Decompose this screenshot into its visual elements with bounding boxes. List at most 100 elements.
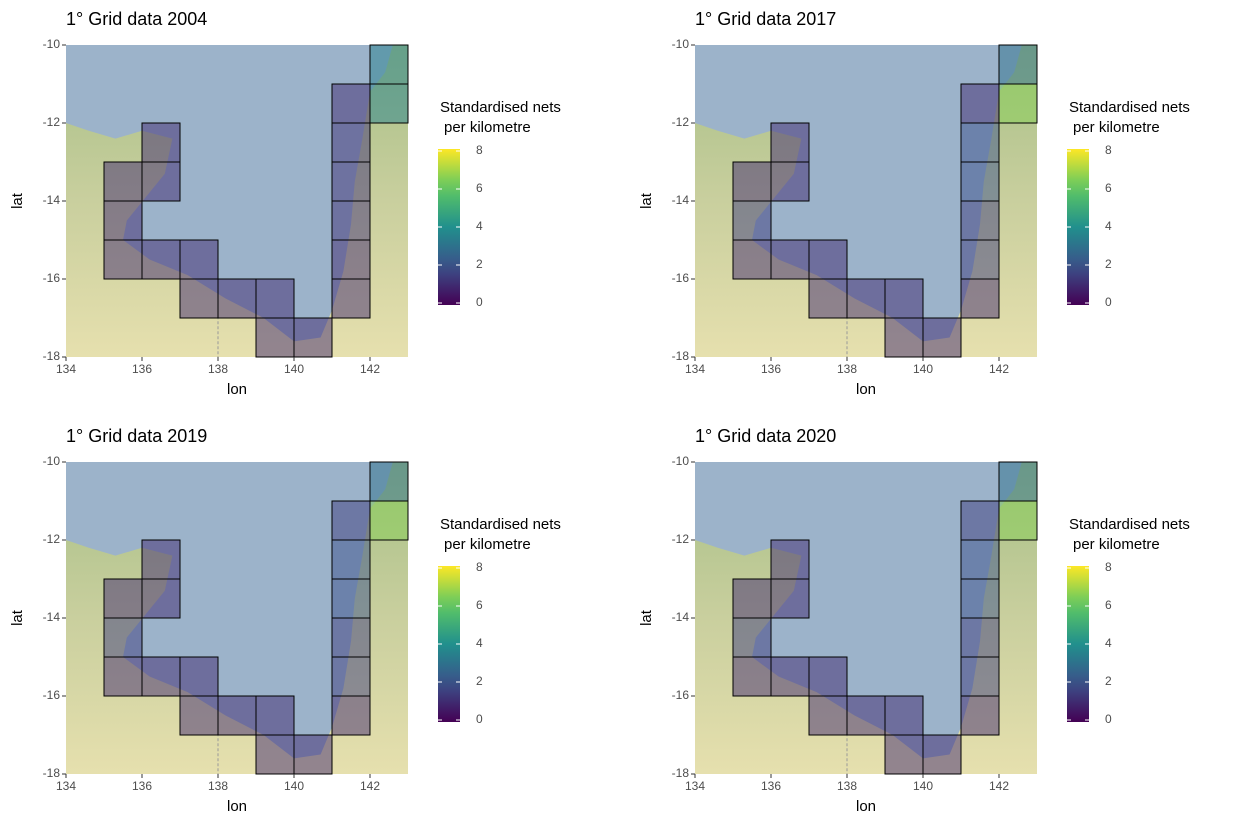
grid-cell (142, 162, 180, 201)
grid-cell (332, 279, 370, 318)
grid-cell (142, 657, 180, 696)
y-tick-label: -18 (43, 349, 61, 363)
x-tick-label: 136 (761, 362, 781, 376)
grid-cell (771, 123, 809, 162)
colorbar-tick-label: 6 (476, 598, 483, 612)
grid-cell (332, 84, 370, 123)
x-tick-label: 140 (284, 779, 304, 793)
colorbar-tick-label: 8 (476, 143, 483, 157)
grid-cell (885, 735, 923, 774)
y-tick-label: -10 (672, 37, 690, 51)
grid-cell (733, 201, 771, 240)
grid-cell (142, 540, 180, 579)
grid-cell (104, 657, 142, 696)
y-tick-label: -10 (43, 37, 61, 51)
y-tick-label: -14 (43, 193, 61, 207)
colorbar-tick-label: 2 (476, 674, 483, 688)
legend-title: Standardised nets (440, 516, 561, 533)
grid-cell (885, 696, 923, 735)
grid-cell (294, 318, 332, 357)
colorbar-tick-label: 8 (476, 560, 483, 574)
chart-title: 1° Grid data 2019 (66, 426, 207, 446)
legend-title: per kilometre (444, 536, 531, 553)
colorbar-tick-label: 0 (1105, 295, 1112, 309)
grid-cell (104, 618, 142, 657)
x-axis-label: lon (227, 798, 247, 815)
grid-cell (847, 696, 885, 735)
grid-cell (142, 240, 180, 279)
grid-cell (332, 696, 370, 735)
y-axis-label: lat (638, 192, 655, 209)
grid-cell (370, 501, 408, 540)
grid-cell (294, 735, 332, 774)
chart-title: 1° Grid data 2004 (66, 9, 207, 29)
y-tick-label: -16 (43, 688, 61, 702)
grid-cell (256, 318, 294, 357)
grid-cell (218, 696, 256, 735)
grid-cell (999, 45, 1037, 84)
grid-cell (961, 240, 999, 279)
colorbar-tick-label: 2 (1105, 674, 1112, 688)
grid-cell (104, 162, 142, 201)
grid-cell (256, 696, 294, 735)
grid-cell (180, 696, 218, 735)
grid-cell (771, 579, 809, 618)
grid-cell (104, 240, 142, 279)
x-tick-label: 138 (837, 362, 857, 376)
x-axis-label: lon (856, 381, 876, 398)
colorbar-tick-label: 8 (1105, 143, 1112, 157)
grid-cell (370, 462, 408, 501)
grid-cell (885, 318, 923, 357)
colorbar-tick-label: 6 (1105, 598, 1112, 612)
grid-cell (771, 540, 809, 579)
grid-cell (961, 657, 999, 696)
y-tick-label: -10 (672, 454, 690, 468)
grid-cell (370, 84, 408, 123)
colorbar-tick-label: 8 (1105, 560, 1112, 574)
grid-cell (332, 540, 370, 579)
grid-cell (332, 657, 370, 696)
grid-cell (332, 162, 370, 201)
grid-cell (809, 696, 847, 735)
grid-cell (961, 618, 999, 657)
colorbar-tick-label: 2 (1105, 257, 1112, 271)
legend-title: Standardised nets (1069, 516, 1190, 533)
x-tick-label: 142 (360, 362, 380, 376)
y-axis-label: lat (9, 192, 26, 209)
grid-cell (332, 123, 370, 162)
chart-title: 1° Grid data 2017 (695, 9, 836, 29)
x-tick-label: 136 (132, 779, 152, 793)
chart-title: 1° Grid data 2020 (695, 426, 836, 446)
grid-cell (332, 618, 370, 657)
grid-cell (961, 84, 999, 123)
colorbar-tick-label: 6 (476, 181, 483, 195)
grid-cell (999, 462, 1037, 501)
legend-title: Standardised nets (440, 99, 561, 116)
grid-cell (180, 657, 218, 696)
grid-cell (923, 735, 961, 774)
x-axis-label: lon (856, 798, 876, 815)
x-tick-label: 134 (685, 362, 705, 376)
y-tick-label: -16 (43, 271, 61, 285)
legend-title: per kilometre (1073, 536, 1160, 553)
x-tick-label: 134 (56, 362, 76, 376)
grid-cell (733, 618, 771, 657)
x-tick-label: 138 (208, 779, 228, 793)
grid-cell (771, 657, 809, 696)
y-tick-label: -18 (672, 766, 690, 780)
grid-cell (809, 657, 847, 696)
colorbar-tick-label: 4 (476, 636, 483, 650)
grid-cell (923, 318, 961, 357)
colorbar-tick-label: 6 (1105, 181, 1112, 195)
grid-cell (961, 123, 999, 162)
y-tick-label: -10 (43, 454, 61, 468)
colorbar-tick-label: 4 (1105, 636, 1112, 650)
grid-cell (142, 123, 180, 162)
grid-cell (961, 279, 999, 318)
y-axis-label: lat (638, 609, 655, 626)
legend-title: per kilometre (444, 119, 531, 136)
colorbar-tick-label: 0 (1105, 712, 1112, 726)
